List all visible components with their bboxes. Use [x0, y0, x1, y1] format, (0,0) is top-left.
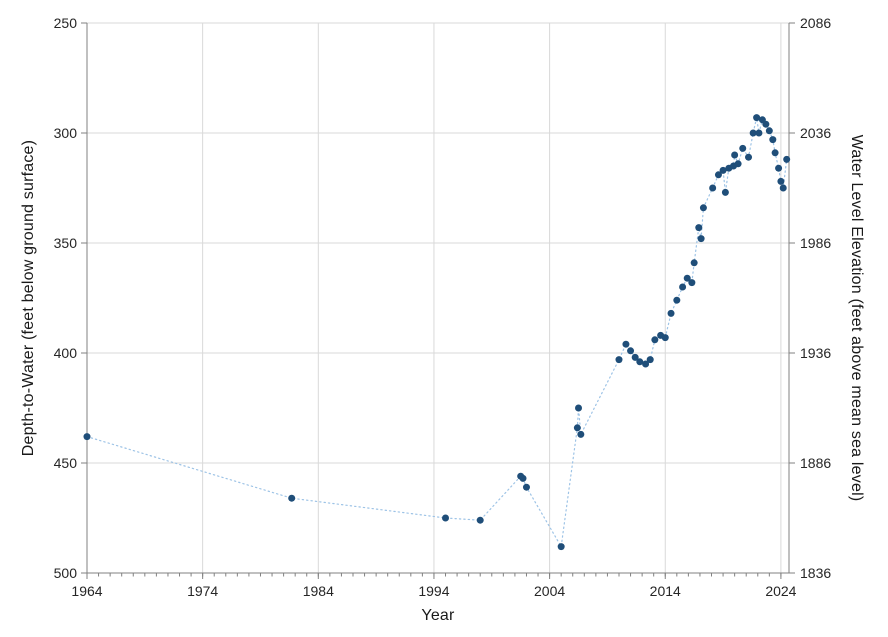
y-axis-title-right: Water Level Elevation (feet above mean s…: [848, 134, 865, 502]
data-point: [673, 296, 681, 304]
data-point: [697, 235, 705, 243]
data-point: [771, 149, 779, 157]
data-point: [622, 340, 630, 348]
data-point: [683, 274, 691, 282]
data-point: [83, 433, 91, 441]
data-point: [731, 151, 739, 159]
data-point: [699, 204, 707, 212]
data-point: [476, 516, 484, 524]
x-tick-label: 2014: [650, 583, 681, 599]
x-tick-label: 2004: [534, 583, 565, 599]
data-point: [777, 177, 785, 185]
data-point: [615, 356, 623, 364]
data-point: [661, 334, 669, 342]
data-point: [775, 164, 783, 172]
x-axis-title: Year: [421, 607, 455, 624]
data-point: [765, 127, 773, 135]
x-tick-label: 1984: [303, 583, 334, 599]
data-point: [577, 430, 585, 438]
y-tick-label-right: 1886: [800, 455, 831, 471]
y-tick-label-left: 350: [54, 235, 78, 251]
data-point: [734, 160, 742, 168]
data-point: [688, 279, 696, 287]
data-point: [783, 155, 791, 163]
y-tick-label-right: 2086: [800, 15, 831, 31]
data-point: [519, 474, 527, 482]
data-point: [557, 543, 565, 551]
y-tick-label-right: 1836: [800, 565, 831, 581]
data-point: [522, 483, 530, 491]
data-point: [762, 120, 770, 128]
data-point: [714, 171, 722, 179]
y-tick-label-right: 1936: [800, 345, 831, 361]
data-point: [755, 129, 763, 137]
data-point: [646, 356, 654, 364]
y-tick-label-left: 450: [54, 455, 78, 471]
data-point: [575, 404, 583, 412]
data-point: [651, 336, 659, 344]
x-tick-label: 2024: [765, 583, 796, 599]
data-point: [631, 353, 639, 361]
data-point: [695, 224, 703, 232]
data-point: [719, 166, 727, 174]
series-connector-line: [86, 117, 788, 549]
y-tick-label-left: 300: [54, 125, 78, 141]
data-point: [709, 184, 717, 192]
y-tick-label-right: 1986: [800, 235, 831, 251]
data-point: [769, 136, 777, 144]
data-point: [739, 144, 747, 152]
data-point: [442, 514, 450, 522]
data-point: [721, 188, 729, 196]
x-tick-label: 1994: [418, 583, 449, 599]
y-axis-title-left: Depth-to-Water (feet below ground surfac…: [20, 139, 37, 457]
data-point: [288, 494, 296, 502]
y-tick-label-left: 400: [54, 345, 78, 361]
data-point: [753, 114, 761, 122]
data-point: [679, 283, 687, 291]
data-point: [642, 360, 650, 368]
data-point: [745, 153, 753, 161]
data-point: [749, 129, 757, 137]
x-tick-label: 1974: [187, 583, 218, 599]
data-point: [636, 358, 644, 366]
y-tick-label-right: 2036: [800, 125, 831, 141]
data-point: [573, 424, 581, 432]
data-point: [667, 309, 675, 317]
data-point: [779, 184, 787, 192]
data-point: [690, 259, 698, 267]
y-tick-label-left: 500: [54, 565, 78, 581]
data-point: [627, 347, 635, 355]
y-tick-label-left: 250: [54, 15, 78, 31]
x-tick-label: 1964: [71, 583, 102, 599]
